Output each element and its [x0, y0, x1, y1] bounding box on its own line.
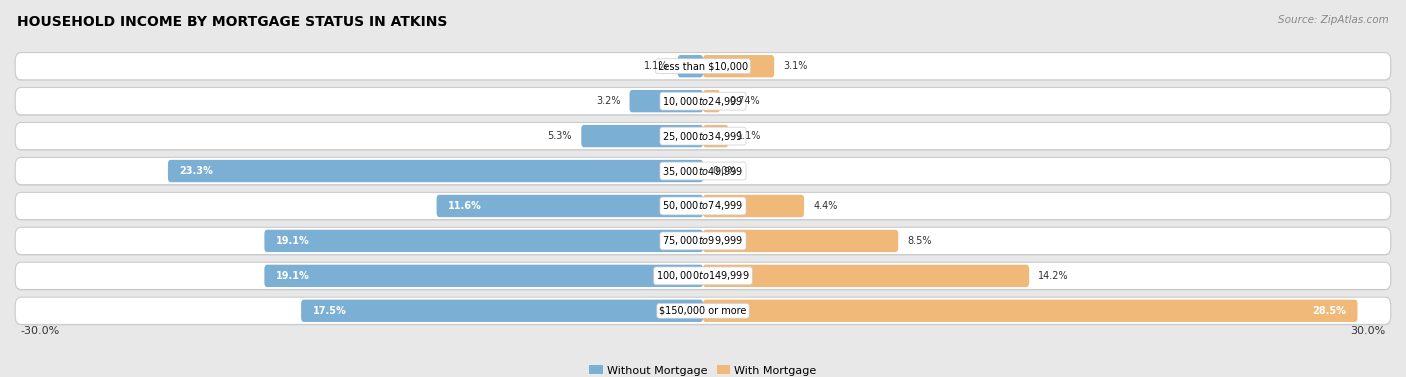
Text: 1.1%: 1.1%	[644, 61, 669, 71]
FancyBboxPatch shape	[15, 123, 1391, 150]
FancyBboxPatch shape	[678, 55, 703, 77]
FancyBboxPatch shape	[15, 123, 1391, 150]
Text: 28.5%: 28.5%	[1312, 306, 1346, 316]
Text: $100,000 to $149,999: $100,000 to $149,999	[657, 269, 749, 282]
Text: 14.2%: 14.2%	[1038, 271, 1069, 281]
FancyBboxPatch shape	[15, 52, 1391, 80]
FancyBboxPatch shape	[15, 192, 1391, 219]
FancyBboxPatch shape	[15, 228, 1391, 255]
Text: 0.74%: 0.74%	[730, 96, 759, 106]
FancyBboxPatch shape	[703, 300, 1358, 322]
FancyBboxPatch shape	[437, 195, 703, 217]
Text: $10,000 to $24,999: $10,000 to $24,999	[662, 95, 744, 108]
FancyBboxPatch shape	[301, 300, 703, 322]
FancyBboxPatch shape	[167, 160, 703, 182]
FancyBboxPatch shape	[264, 265, 703, 287]
FancyBboxPatch shape	[581, 125, 703, 147]
FancyBboxPatch shape	[264, 230, 703, 252]
Text: $50,000 to $74,999: $50,000 to $74,999	[662, 199, 744, 213]
FancyBboxPatch shape	[15, 262, 1391, 290]
Text: 30.0%: 30.0%	[1350, 326, 1385, 336]
Text: 0.0%: 0.0%	[713, 166, 737, 176]
Text: Less than $10,000: Less than $10,000	[658, 61, 748, 71]
FancyBboxPatch shape	[15, 193, 1391, 220]
FancyBboxPatch shape	[15, 297, 1391, 325]
FancyBboxPatch shape	[15, 53, 1391, 81]
FancyBboxPatch shape	[15, 88, 1391, 115]
Text: 17.5%: 17.5%	[312, 306, 346, 316]
Text: 11.6%: 11.6%	[449, 201, 482, 211]
FancyBboxPatch shape	[15, 297, 1391, 325]
Text: 3.2%: 3.2%	[596, 96, 620, 106]
FancyBboxPatch shape	[703, 265, 1029, 287]
FancyBboxPatch shape	[15, 87, 1391, 115]
FancyBboxPatch shape	[15, 158, 1391, 185]
Text: 1.1%: 1.1%	[738, 131, 762, 141]
FancyBboxPatch shape	[15, 227, 1391, 254]
Text: 4.4%: 4.4%	[813, 201, 838, 211]
Text: 5.3%: 5.3%	[547, 131, 572, 141]
Text: $25,000 to $34,999: $25,000 to $34,999	[662, 130, 744, 143]
Text: Source: ZipAtlas.com: Source: ZipAtlas.com	[1278, 15, 1389, 25]
FancyBboxPatch shape	[703, 230, 898, 252]
Text: $35,000 to $49,999: $35,000 to $49,999	[662, 164, 744, 178]
FancyBboxPatch shape	[15, 158, 1391, 185]
Text: -30.0%: -30.0%	[21, 326, 60, 336]
Text: 19.1%: 19.1%	[276, 236, 309, 246]
FancyBboxPatch shape	[630, 90, 703, 112]
FancyBboxPatch shape	[703, 125, 728, 147]
Text: 8.5%: 8.5%	[907, 236, 932, 246]
FancyBboxPatch shape	[703, 90, 720, 112]
Text: 19.1%: 19.1%	[276, 271, 309, 281]
Text: 3.1%: 3.1%	[783, 61, 808, 71]
FancyBboxPatch shape	[15, 262, 1391, 290]
Text: $150,000 or more: $150,000 or more	[659, 306, 747, 316]
FancyBboxPatch shape	[703, 55, 775, 77]
Legend: Without Mortgage, With Mortgage: Without Mortgage, With Mortgage	[588, 363, 818, 377]
Text: HOUSEHOLD INCOME BY MORTGAGE STATUS IN ATKINS: HOUSEHOLD INCOME BY MORTGAGE STATUS IN A…	[17, 15, 447, 29]
FancyBboxPatch shape	[703, 195, 804, 217]
Text: 23.3%: 23.3%	[180, 166, 214, 176]
Text: $75,000 to $99,999: $75,000 to $99,999	[662, 234, 744, 247]
